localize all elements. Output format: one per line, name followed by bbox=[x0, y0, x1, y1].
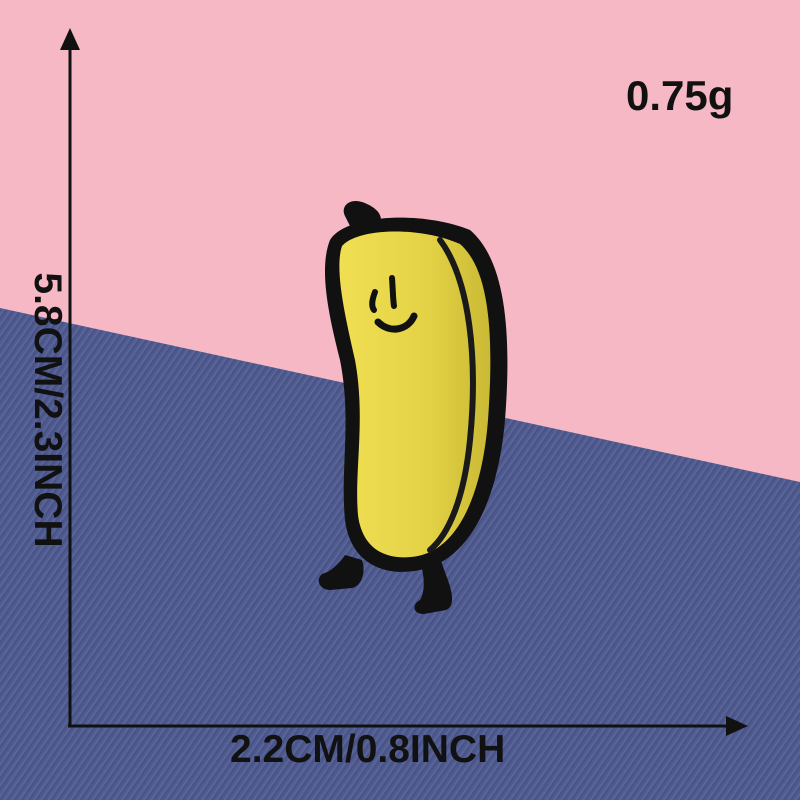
width-dimension-arrow bbox=[68, 716, 748, 736]
banana-patch bbox=[318, 200, 508, 614]
weight-label: 0.75g bbox=[626, 72, 734, 119]
smiley-face bbox=[369, 275, 418, 333]
width-dimension-label: 2.2CM/0.8INCH bbox=[230, 728, 506, 771]
height-dimension-label: 5.8CM/2.3INCH bbox=[26, 272, 69, 548]
height-dimension-arrow bbox=[60, 28, 80, 727]
